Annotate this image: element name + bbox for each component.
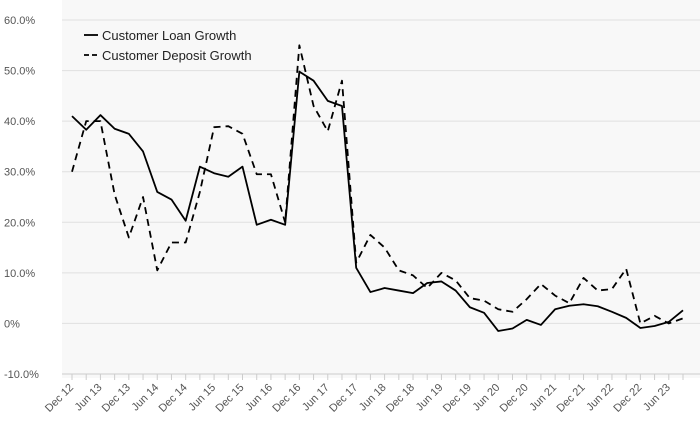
y-tick-label: 0% — [4, 318, 20, 330]
x-tick-label: Dec 16 — [270, 382, 303, 415]
x-tick-label: Dec 20 — [498, 382, 531, 415]
x-tick-label: Jun 21 — [527, 382, 559, 414]
x-tick-label: Dec 17 — [327, 382, 360, 415]
y-tick-label: 60.0% — [4, 15, 35, 27]
x-tick-label: Dec 22 — [611, 382, 644, 415]
y-tick-label: 40.0% — [4, 116, 35, 128]
x-tick-label: Dec 13 — [100, 382, 133, 415]
legend-item-label[interactable]: Customer Loan Growth — [102, 28, 236, 43]
x-tick-label: Dec 15 — [213, 382, 246, 415]
x-tick-label: Jun 13 — [73, 382, 105, 414]
y-tick-label: -10.0% — [4, 369, 39, 381]
y-tick-label: 20.0% — [4, 217, 35, 229]
x-tick-label: Jun 18 — [357, 382, 389, 414]
series-lines — [71, 44, 684, 332]
y-tick-label: 30.0% — [4, 167, 35, 179]
y-tick-label: 10.0% — [4, 268, 35, 280]
x-tick-label: Jun 19 — [414, 382, 446, 414]
x-tick-label: Jun 23 — [641, 382, 673, 414]
x-tick-label: Jun 14 — [130, 382, 162, 414]
x-tick-label: Jun 17 — [300, 382, 332, 414]
x-tick-label: Dec 14 — [157, 382, 190, 415]
y-tick-label: 50.0% — [4, 66, 35, 78]
x-tick-label: Dec 12 — [43, 382, 76, 415]
x-tick-label: Jun 15 — [186, 382, 218, 414]
legend[interactable]: Customer Loan Growth Customer Deposit Gro… — [84, 28, 252, 63]
x-tick-label: Jun 20 — [471, 382, 503, 414]
x-tick-label: Dec 18 — [384, 382, 417, 415]
series-line-deposit-growth[interactable] — [71, 44, 684, 325]
series-line-loan-growth[interactable] — [71, 70, 684, 332]
x-tick-label: Jun 16 — [243, 382, 275, 414]
x-tick-label: Dec 21 — [555, 382, 588, 415]
plot-area — [62, 0, 700, 378]
x-tick-label: Jun 22 — [584, 382, 616, 414]
y-axis: -10.0% 0% 10.0% 20.0% 30.0% 40.0% 50.0% 60.0% — [4, 15, 39, 381]
legend-item-label[interactable]: Customer Deposit Growth — [102, 48, 252, 63]
x-tick-label: Dec 19 — [441, 382, 474, 415]
